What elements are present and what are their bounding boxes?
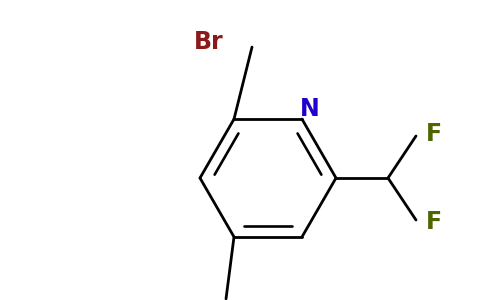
Text: Br: Br bbox=[195, 30, 224, 54]
Text: F: F bbox=[426, 210, 442, 234]
Text: N: N bbox=[300, 97, 320, 121]
Text: F: F bbox=[426, 122, 442, 146]
